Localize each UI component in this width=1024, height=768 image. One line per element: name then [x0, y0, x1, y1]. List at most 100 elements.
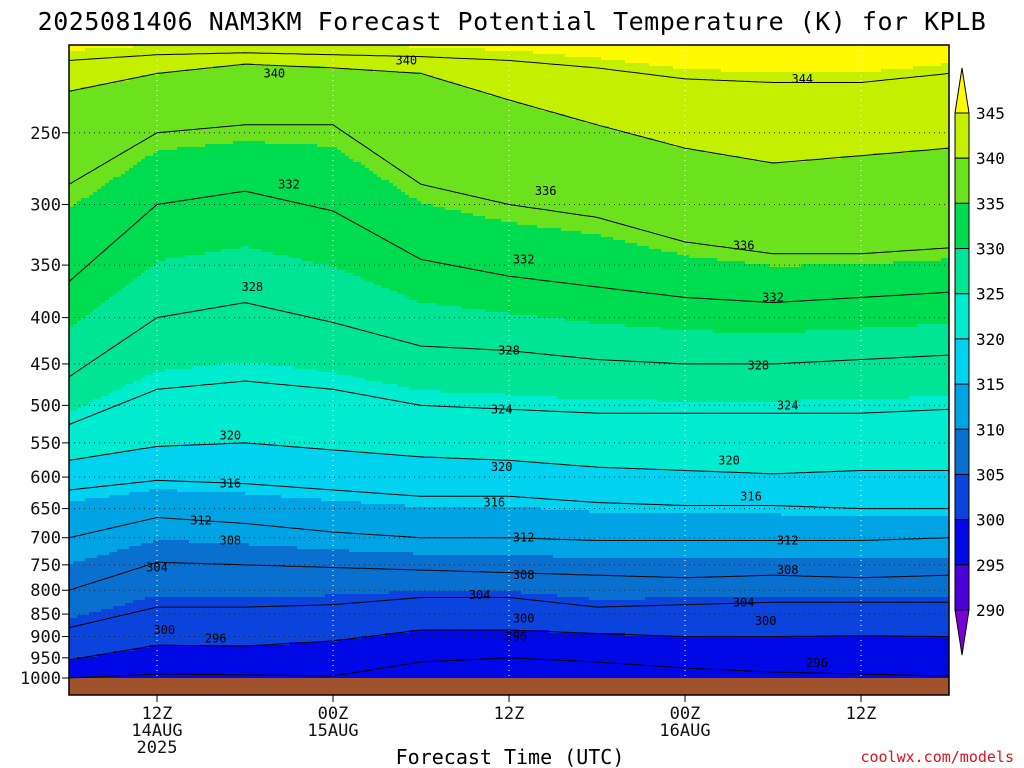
y-axis: 250 300 350 400 450 500 550 600 650 700 750 800 850 9… [20, 124, 69, 689]
contour-label: 344 [791, 72, 813, 86]
isentrope-344 [69, 52, 949, 83]
contour-label: 332 [513, 252, 535, 266]
isentrope-332 [69, 190, 949, 304]
isentrope-300 [69, 629, 949, 661]
colorbar-bin [954, 383, 970, 430]
x-axis-label: Forecast Time (UTC) [396, 745, 625, 768]
y-tick-label: 750 [30, 556, 61, 576]
colorbar-label: 330 [976, 240, 1005, 259]
x-tick-label: 00Z [318, 704, 349, 724]
colorbar-label: 300 [976, 511, 1005, 530]
colorbar-bin [954, 428, 970, 475]
contour-label: 312 [513, 531, 535, 545]
contour-label: 316 [483, 495, 505, 509]
chart-title: 2025081406 NAM3KM Forecast Potential Tem… [38, 7, 987, 36]
x-tick-label: 16AUG [659, 721, 710, 741]
x-tick-label: 12Z [494, 704, 525, 724]
colorbar-label: 325 [976, 285, 1005, 304]
grid-lines [69, 45, 949, 678]
contour-label: 304 [469, 588, 491, 602]
plot-area [69, 45, 949, 695]
colorbar-label: 295 [976, 556, 1005, 575]
y-tick-label: 1000 [20, 669, 61, 689]
contour-label: 324 [777, 398, 799, 412]
colorbar-bin [954, 293, 970, 340]
y-tick-label: 700 [30, 529, 61, 549]
credit-text: coolwx.com/models [860, 748, 1014, 766]
contour-label: 332 [278, 177, 300, 191]
colorbar-label: 340 [976, 149, 1005, 168]
isentrope-lines [69, 52, 949, 679]
colorbar-bin [954, 112, 970, 159]
isentrope-312 [69, 516, 949, 541]
contour-label: 312 [190, 513, 212, 527]
colorbar-bin [954, 338, 970, 385]
colorbar-label: 315 [976, 375, 1005, 394]
colorbar-label: 305 [976, 465, 1005, 484]
contour-label: 300 [755, 614, 777, 628]
contour-label: 336 [535, 184, 557, 198]
colorbar-bin [954, 157, 970, 204]
colorbar-bin [954, 519, 970, 566]
colorbar: 345 340 335 330 325 320 315 310 305 300 295 290 [954, 67, 1005, 656]
contour-label: 296 [806, 656, 828, 670]
contour-label: 328 [747, 359, 769, 373]
y-tick-label: 500 [30, 396, 61, 416]
y-tick-label: 600 [30, 468, 61, 488]
y-tick-label: 400 [30, 309, 61, 329]
y-tick-label: 300 [30, 195, 61, 215]
isentrope-328 [69, 302, 949, 378]
contour-label: 296 [205, 632, 227, 646]
colorbar-label: 345 [976, 104, 1005, 123]
colorbar-label: 335 [976, 194, 1005, 213]
y-tick-label: 450 [30, 355, 61, 375]
colorbar-bin [954, 248, 970, 295]
contour-label: 328 [498, 344, 520, 358]
y-tick-label: 350 [30, 256, 61, 276]
colorbar-label: 290 [976, 601, 1005, 620]
contour-label: 308 [219, 534, 241, 548]
contour-label: 320 [219, 429, 241, 443]
x-tick-label: 00Z [670, 704, 701, 724]
contour-label: 304 [733, 595, 755, 609]
contour-label: 328 [241, 280, 263, 294]
x-tick-label: 14AUG [131, 721, 182, 741]
ground-band [69, 678, 949, 695]
contour-label: 308 [777, 563, 799, 577]
colorbar-bottom-arrow [954, 609, 970, 656]
contour-label: 304 [146, 560, 168, 574]
contour-label: 296 [505, 630, 527, 644]
contour-label: 332 [762, 290, 784, 304]
contour-label: 308 [513, 568, 535, 582]
isentrope-316 [69, 479, 949, 510]
contour-label: 300 [153, 623, 175, 637]
contour-label: 340 [263, 66, 285, 80]
isentrope-304 [69, 597, 949, 629]
y-tick-label: 800 [30, 581, 61, 601]
isentrope-324 [69, 380, 949, 426]
colorbar-bin [954, 473, 970, 521]
x-tick-label: 12Z [142, 704, 173, 724]
contour-label: 320 [491, 460, 513, 474]
colorbar-label: 320 [976, 330, 1005, 349]
x-tick-label: 2025 [137, 738, 178, 758]
contour-label: 324 [491, 402, 513, 416]
y-tick-label: 900 [30, 628, 61, 648]
isentrope-336 [69, 124, 949, 255]
contour-labels: 340 340 344 332 336 336 328 332 332 328 328 320 324 3… [146, 53, 828, 669]
isentrope-340 [69, 63, 949, 164]
isentrope-296 [69, 657, 949, 679]
y-tick-label: 650 [30, 500, 61, 520]
colorbar-bin [954, 202, 970, 250]
contour-label: 312 [777, 534, 799, 548]
x-tick-label: 12Z [846, 704, 877, 724]
x-tick-label: 15AUG [307, 721, 358, 741]
y-tick-label: 850 [30, 605, 61, 625]
contour-label: 340 [395, 53, 417, 67]
colorbar-top-arrow [954, 67, 970, 114]
contour-label: 320 [718, 453, 740, 467]
contour-label: 336 [733, 239, 755, 253]
contour-label: 316 [740, 489, 762, 503]
